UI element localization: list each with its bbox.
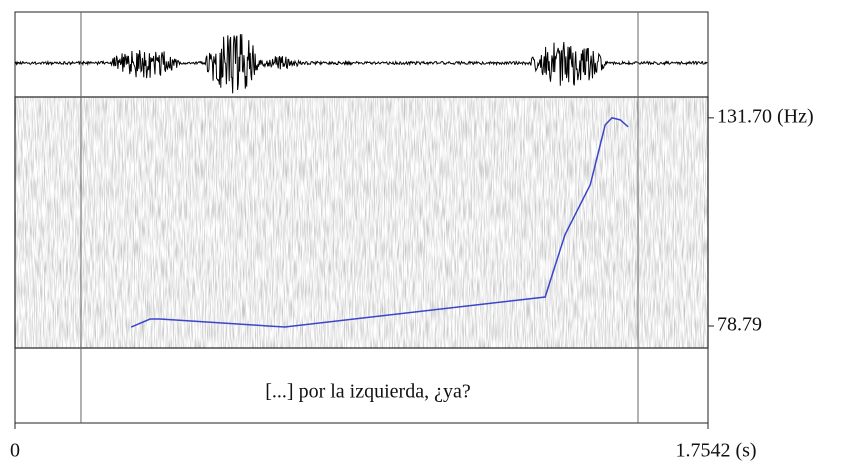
y-tick-label: 131.70 (Hz)	[717, 105, 814, 127]
waveform	[15, 34, 707, 93]
waveform-frame	[15, 12, 708, 97]
spectrogram	[15, 97, 708, 348]
y-tick-label: 78.79	[717, 314, 762, 336]
x-tick-label: 0	[10, 440, 20, 462]
x-tick-label: 1.7542 (s)	[675, 440, 756, 462]
interval-text: [...] por la izquierda, ¿ya?	[265, 381, 471, 403]
praat-figure: [...] por la izquierda, ¿ya? 78.79 131.70…	[0, 0, 841, 468]
